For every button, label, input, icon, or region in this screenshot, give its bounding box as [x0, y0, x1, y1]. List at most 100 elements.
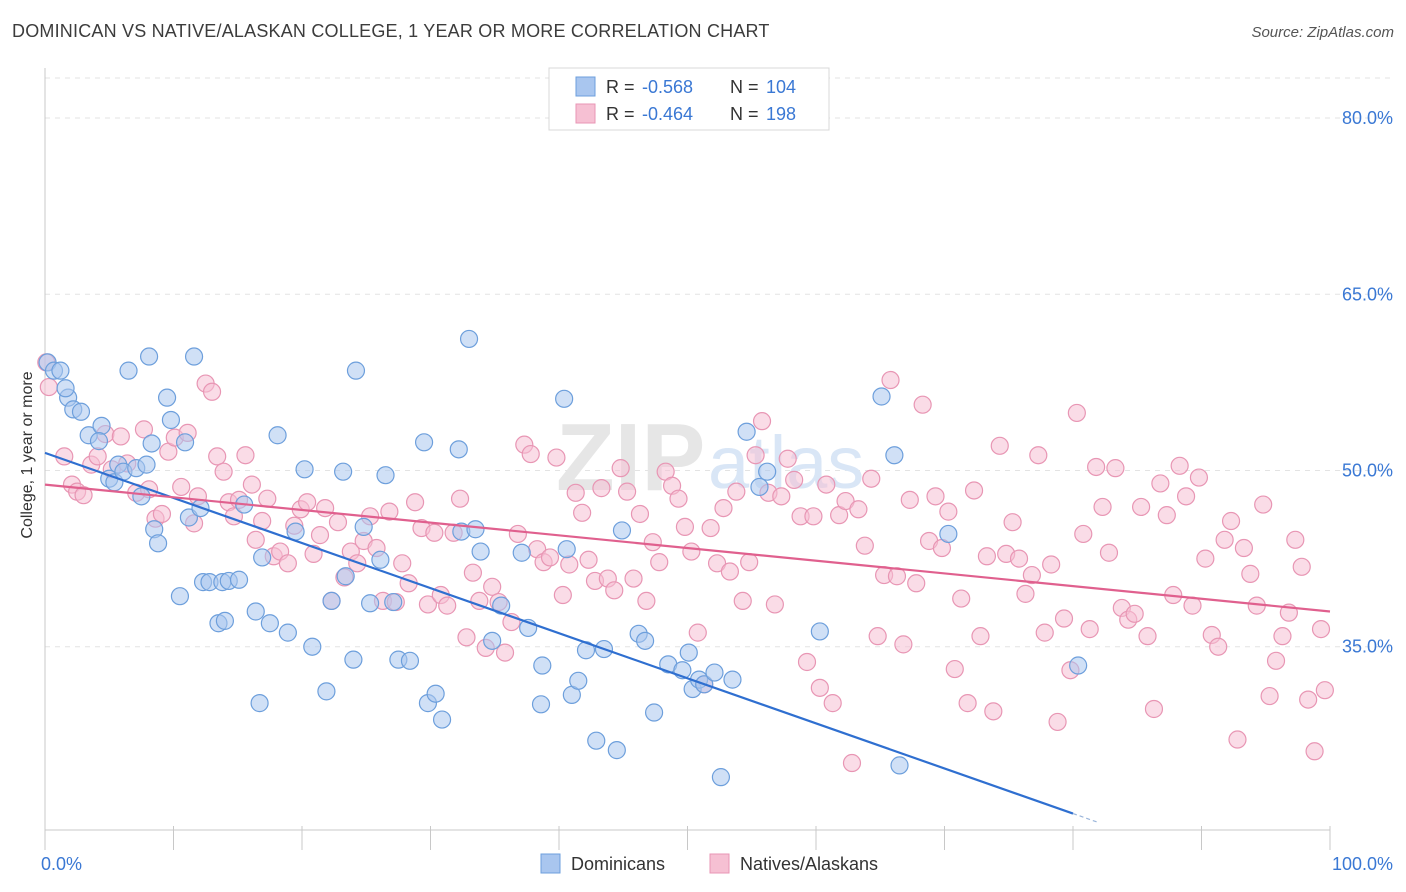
natives-point: [1260, 686, 1279, 706]
dominicans-point: [148, 534, 168, 553]
natives-point: [310, 526, 330, 545]
natives-point: [1170, 456, 1189, 475]
natives-point: [495, 643, 515, 662]
dominicans-trend-line: [44, 451, 1074, 815]
natives-point: [855, 536, 874, 555]
legend-r-value: -0.464: [642, 104, 693, 124]
y-tick-label: 65.0%: [1342, 284, 1393, 304]
natives-point: [88, 447, 107, 466]
natives-point: [630, 504, 650, 524]
natives-point: [236, 446, 255, 465]
natives-point: [746, 446, 765, 465]
y-tick-label: 80.0%: [1342, 108, 1393, 128]
natives-trend-line: [44, 483, 1331, 613]
natives-point: [172, 477, 191, 497]
natives-point: [1151, 474, 1170, 493]
natives-point: [1273, 627, 1292, 646]
natives-point: [1054, 609, 1074, 628]
natives-point: [1209, 637, 1228, 656]
chart-source: Source: ZipAtlas.com: [1251, 24, 1394, 41]
dominicans-point: [471, 542, 490, 561]
dominicans-point: [449, 440, 468, 459]
dominicans-point: [512, 543, 531, 562]
dominicans-point: [250, 694, 269, 713]
natives-point: [1048, 712, 1067, 732]
natives-point: [913, 395, 932, 414]
y-tick-label: 50.0%: [1342, 460, 1393, 480]
dominicans-point: [354, 517, 373, 536]
dominicans-point: [215, 611, 234, 630]
natives-point: [579, 550, 598, 569]
dominicans-point: [872, 387, 891, 406]
natives-point: [958, 694, 977, 713]
natives-point: [278, 554, 297, 573]
legend-r-label: R =: [606, 77, 635, 97]
dominicans-point: [750, 477, 769, 497]
dominicans-point: [466, 520, 485, 539]
natives-point: [836, 491, 855, 511]
natives-point: [1183, 596, 1202, 615]
dominicans-point: [246, 602, 265, 621]
natives-point: [1009, 549, 1029, 568]
natives-point: [214, 462, 233, 481]
dominicans-point: [635, 631, 655, 650]
natives-point: [900, 490, 919, 509]
natives-point: [669, 489, 688, 508]
legend-swatch-natives: [575, 103, 596, 124]
dominicans-point: [334, 462, 353, 481]
dominicans-point: [361, 594, 380, 613]
natives-point: [566, 483, 585, 502]
dominicans-point: [268, 426, 287, 445]
dominicans-trend-extension: [1072, 812, 1099, 824]
dominicans-point: [459, 329, 479, 349]
natives-point: [380, 502, 399, 521]
y-axis-label: College, 1 year or more: [19, 371, 36, 538]
natives-point: [483, 577, 502, 596]
natives-point: [926, 487, 945, 506]
series-legend: Dominicans Natives/Alaskans: [540, 853, 878, 874]
natives-point: [457, 628, 476, 647]
natives-point: [1311, 620, 1331, 639]
dominicans-point: [278, 623, 297, 642]
y-tick-labels: 35.0% 50.0% 65.0% 80.0%: [1342, 108, 1393, 657]
natives-point: [701, 518, 720, 538]
dominicans-point: [705, 663, 724, 682]
natives-point: [688, 623, 707, 642]
dominicans-point: [939, 524, 958, 544]
dominicans-point: [612, 521, 632, 540]
dominicans-point: [161, 410, 181, 430]
natives-point: [907, 574, 926, 593]
dominicans-point: [322, 591, 341, 611]
natives-point: [945, 659, 964, 679]
natives-point: [553, 585, 572, 605]
dominicans-point: [170, 587, 190, 606]
natives-point: [328, 513, 348, 532]
natives-point: [1132, 497, 1151, 517]
legend-n-label: N =: [730, 104, 759, 124]
dominicans-series: [38, 329, 1088, 787]
dominicans-point: [384, 592, 403, 612]
natives-point: [521, 444, 540, 464]
dominicans-point: [317, 682, 336, 701]
legend-n-value: 104: [766, 77, 796, 97]
dominicans-point: [229, 570, 249, 589]
dominicans-point: [89, 432, 109, 451]
dominicans-point: [92, 416, 111, 435]
natives-point: [785, 470, 804, 489]
natives-point: [1022, 565, 1041, 585]
natives-point: [418, 595, 438, 614]
natives-point: [1029, 446, 1048, 465]
natives-point: [765, 595, 784, 614]
dominicans-point: [253, 548, 272, 567]
legend-r-label: R =: [606, 104, 635, 124]
natives-point: [1016, 584, 1035, 603]
dominicans-point: [119, 361, 138, 380]
natives-point: [438, 596, 457, 615]
natives-point: [618, 482, 637, 501]
trend-lines: [44, 451, 1331, 824]
natives-point: [1189, 468, 1209, 487]
dominicans-point: [371, 550, 390, 569]
natives-point: [1176, 487, 1196, 506]
legend-box: [548, 67, 830, 131]
axes: [44, 68, 1331, 850]
